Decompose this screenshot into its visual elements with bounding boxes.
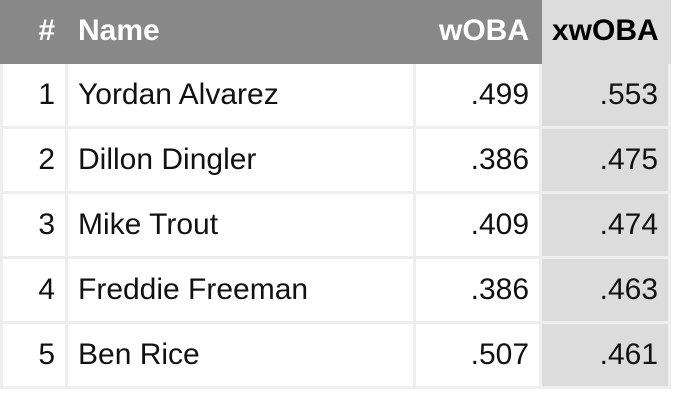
xwoba-cell: .553 [539,61,671,129]
name-cell: Mike Trout [65,191,416,259]
woba-cell: .507 [413,321,542,389]
xwoba-cell: .463 [539,256,671,324]
header-xwoba[interactable]: xwOBA [539,0,671,64]
xwoba-cell: .474 [539,191,671,259]
rank-cell: 4 [0,256,68,324]
name-cell: Ben Rice [65,321,416,389]
woba-cell: .499 [413,61,542,129]
table-row: 1 Yordan Alvarez .499.553 [0,61,671,129]
woba-cell: .386 [413,126,542,194]
table-row: 2 Dillon Dingler .386.475 [0,126,671,194]
xwoba-cell: .461 [539,321,671,389]
xwoba-cell: .475 [539,126,671,194]
woba-cell: .409 [413,191,542,259]
header-name[interactable]: Name [65,0,416,64]
rank-cell: 2 [0,126,68,194]
woba-cell: .386 [413,256,542,324]
header-rank[interactable]: # [0,0,68,64]
table-row: 5 Ben Rice .507.461 [0,321,671,389]
header-row: # Name wOBA xwOBA [0,0,671,64]
rank-cell: 1 [0,61,68,129]
name-cell: Dillon Dingler [65,126,416,194]
table-row: 3 Mike Trout .409.474 [0,191,671,259]
name-cell: Yordan Alvarez [65,61,416,129]
header-woba[interactable]: wOBA [413,0,542,64]
table-row: 4 Freddie Freeman .386.463 [0,256,671,324]
rank-cell: 3 [0,191,68,259]
leaderboard-table: # Name wOBA xwOBA 1 Yordan Alvarez .499.55… [0,0,671,389]
rank-cell: 5 [0,321,68,389]
name-cell: Freddie Freeman [65,256,416,324]
